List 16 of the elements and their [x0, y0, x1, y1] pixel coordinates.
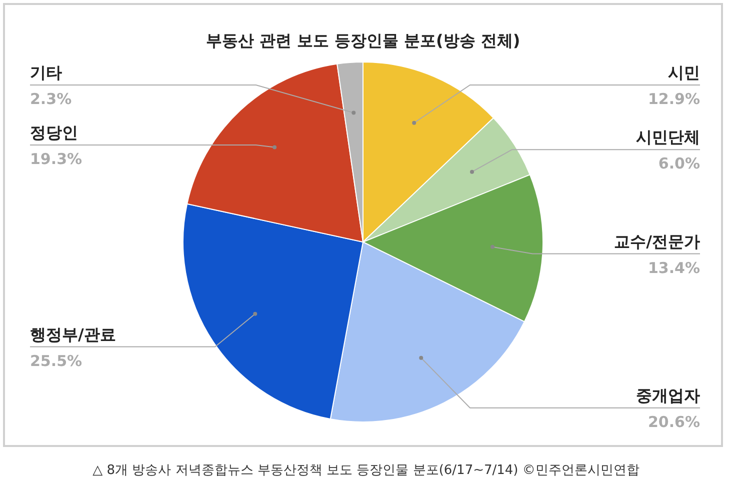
text: △ 8개 방송사 저녁종합뉴스 부동산정책 보도 등장인물 분포(6/17~7/14) ©민주언론시민연합	[92, 463, 640, 478]
slice-label: 시민단체	[636, 128, 700, 147]
slice-label: 교수/전문가	[614, 232, 700, 251]
slice-label: 중개업자	[636, 386, 700, 405]
data-label: 13.4%	[648, 258, 700, 277]
data-label: 6.0%	[658, 154, 700, 173]
slice-label: 기타	[30, 63, 62, 82]
data-label: 19.3%	[30, 150, 82, 168]
data-label: 2.3%	[30, 90, 72, 108]
slice-label: 정당인	[30, 123, 78, 142]
slice-label: 행정부/관료	[30, 324, 116, 344]
data-label: 25.5%	[30, 352, 82, 370]
data-label: 12.9%	[648, 90, 700, 108]
slice-label: 시민	[668, 63, 700, 82]
chart-title: 부동산 관련 보도 등장인물 분포(방송 전체)	[206, 31, 520, 50]
data-label: 20.6%	[648, 412, 700, 431]
